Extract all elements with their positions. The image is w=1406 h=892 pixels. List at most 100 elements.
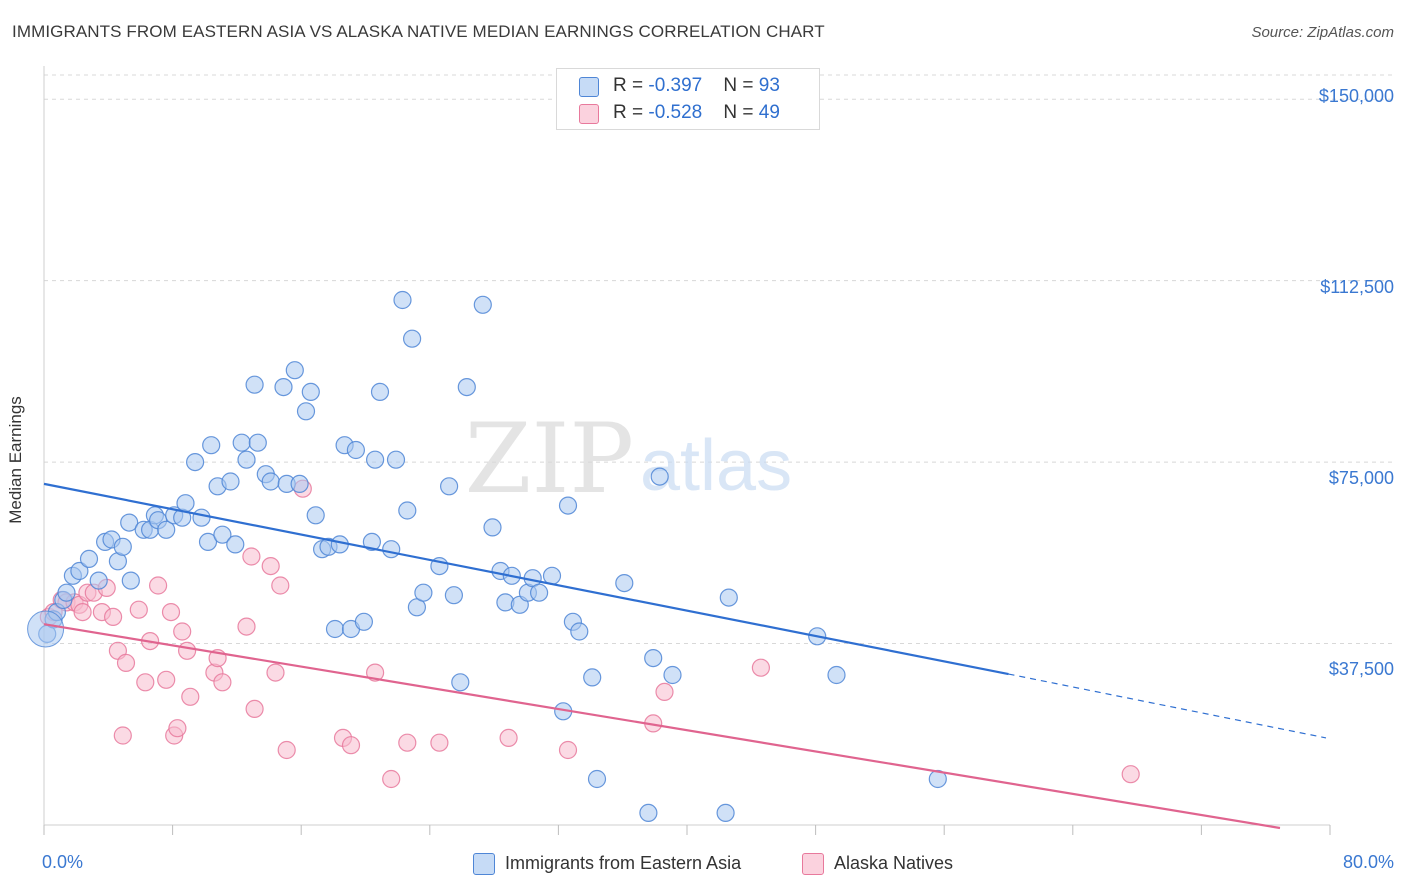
data-point-alaska-natives: [398, 733, 417, 752]
data-point-eastern-asia: [221, 472, 240, 491]
trend-line-eastern-asia-extension: [1008, 673, 1327, 739]
data-point-alaska-natives: [242, 547, 261, 566]
y-tick-label: $150,000: [1318, 86, 1394, 106]
data-point-eastern-asia: [483, 518, 502, 537]
data-point-eastern-asia: [650, 467, 669, 486]
x-tick-label: 80.0%: [1342, 852, 1394, 872]
data-point-alaska-natives: [271, 576, 290, 595]
legend-swatch-pink: [579, 104, 599, 124]
data-point-eastern-asia: [370, 382, 390, 401]
data-point-eastern-asia: [285, 361, 304, 380]
data-point-eastern-asia: [325, 619, 345, 639]
trend-line-alaska-natives: [43, 623, 1281, 830]
n-label: N =: [723, 102, 759, 123]
data-point-alaska-natives: [103, 607, 123, 627]
data-point-alaska-natives: [178, 641, 197, 660]
data-point-eastern-asia: [248, 433, 267, 452]
data-point-eastern-asia: [393, 290, 412, 310]
data-point-eastern-asia: [827, 665, 846, 685]
y-tick-label: $75,000: [1328, 468, 1394, 488]
stats-text: R = -0.397 N = 93: [613, 75, 780, 97]
watermark-zip: ZIP: [465, 403, 634, 515]
data-point-alaska-natives: [149, 576, 168, 595]
legend-swatch-blue: [579, 77, 599, 97]
data-point-eastern-asia: [570, 622, 589, 641]
data-point-alaska-natives: [751, 658, 771, 677]
data-point-alaska-natives: [366, 663, 385, 682]
data-point-eastern-asia: [202, 436, 221, 455]
r-value: -0.528: [648, 102, 703, 123]
legend-label: Immigrants from Eastern Asia: [505, 853, 742, 873]
source-note: Source: ZipAtlas.com: [1251, 24, 1394, 41]
stats-text: R = -0.528 N = 49: [613, 102, 780, 124]
data-point-eastern-asia: [27, 610, 65, 648]
data-point-eastern-asia: [237, 450, 256, 469]
data-point-eastern-asia: [644, 648, 663, 668]
data-point-eastern-asia: [663, 665, 682, 685]
data-point-eastern-asia: [290, 474, 309, 493]
data-point-alaska-natives: [161, 602, 181, 622]
data-point-eastern-asia: [587, 769, 607, 789]
data-point-eastern-asia: [70, 561, 89, 581]
data-point-eastern-asia: [306, 506, 325, 525]
data-point-eastern-asia: [398, 501, 417, 520]
data-point-eastern-asia: [583, 668, 602, 687]
data-point-alaska-natives: [113, 726, 132, 745]
data-point-alaska-natives: [129, 600, 148, 619]
data-point-eastern-asia: [382, 540, 401, 559]
data-point-eastern-asia: [414, 583, 433, 602]
data-point-eastern-asia: [558, 496, 578, 515]
data-point-eastern-asia: [192, 508, 211, 527]
eastern-asia-points: [27, 290, 947, 823]
data-point-alaska-natives: [73, 602, 92, 622]
data-point-eastern-asia: [232, 433, 251, 452]
data-point-eastern-asia: [120, 513, 139, 532]
data-point-eastern-asia: [444, 586, 463, 605]
data-point-alaska-natives: [277, 740, 296, 760]
data-point-eastern-asia: [186, 453, 205, 472]
data-point-eastern-asia: [615, 573, 634, 593]
r-label: R =: [613, 75, 649, 96]
data-point-eastern-asia: [457, 378, 476, 397]
data-point-eastern-asia: [354, 612, 373, 631]
data-point-eastern-asia: [226, 535, 245, 554]
data-point-alaska-natives: [173, 622, 192, 641]
data-point-eastern-asia: [366, 450, 385, 469]
data-point-alaska-natives: [1121, 765, 1140, 784]
watermark: ZIP atlas: [465, 403, 792, 515]
data-point-alaska-natives: [157, 670, 176, 689]
data-point-alaska-natives: [266, 663, 285, 682]
legend-swatch-blue: [473, 853, 495, 875]
data-point-eastern-asia: [716, 803, 735, 823]
data-point-alaska-natives: [213, 673, 232, 692]
alaska-natives-points: [39, 479, 1140, 789]
data-point-eastern-asia: [213, 525, 232, 544]
chart-title: IMMIGRANTS FROM EASTERN ASIA VS ALASKA N…: [12, 22, 825, 41]
data-point-alaska-natives: [261, 556, 280, 576]
data-point-eastern-asia: [79, 549, 99, 569]
data-point-alaska-natives: [245, 699, 264, 719]
data-point-eastern-asia: [362, 532, 381, 552]
data-point-alaska-natives: [558, 740, 578, 760]
axes: [43, 66, 1331, 835]
data-point-eastern-asia: [57, 583, 76, 602]
data-point-eastern-asia: [113, 537, 132, 556]
data-point-eastern-asia: [296, 402, 316, 421]
n-value: 93: [758, 75, 780, 96]
data-point-eastern-asia: [301, 382, 320, 401]
data-point-alaska-natives: [341, 736, 361, 755]
y-tick-label: $37,500: [1328, 659, 1394, 679]
data-point-eastern-asia: [176, 494, 195, 513]
data-point-eastern-asia: [198, 532, 218, 552]
data-point-alaska-natives: [116, 653, 136, 673]
legend-swatch-pink: [802, 853, 824, 875]
data-point-eastern-asia: [529, 583, 549, 602]
y-tick-label: $112,500: [1320, 277, 1394, 297]
data-point-eastern-asia: [245, 375, 264, 394]
data-point-eastern-asia: [440, 477, 459, 496]
data-point-eastern-asia: [121, 571, 140, 590]
data-point-eastern-asia: [274, 378, 293, 397]
data-point-alaska-natives: [237, 617, 256, 636]
r-label: R =: [613, 102, 649, 123]
